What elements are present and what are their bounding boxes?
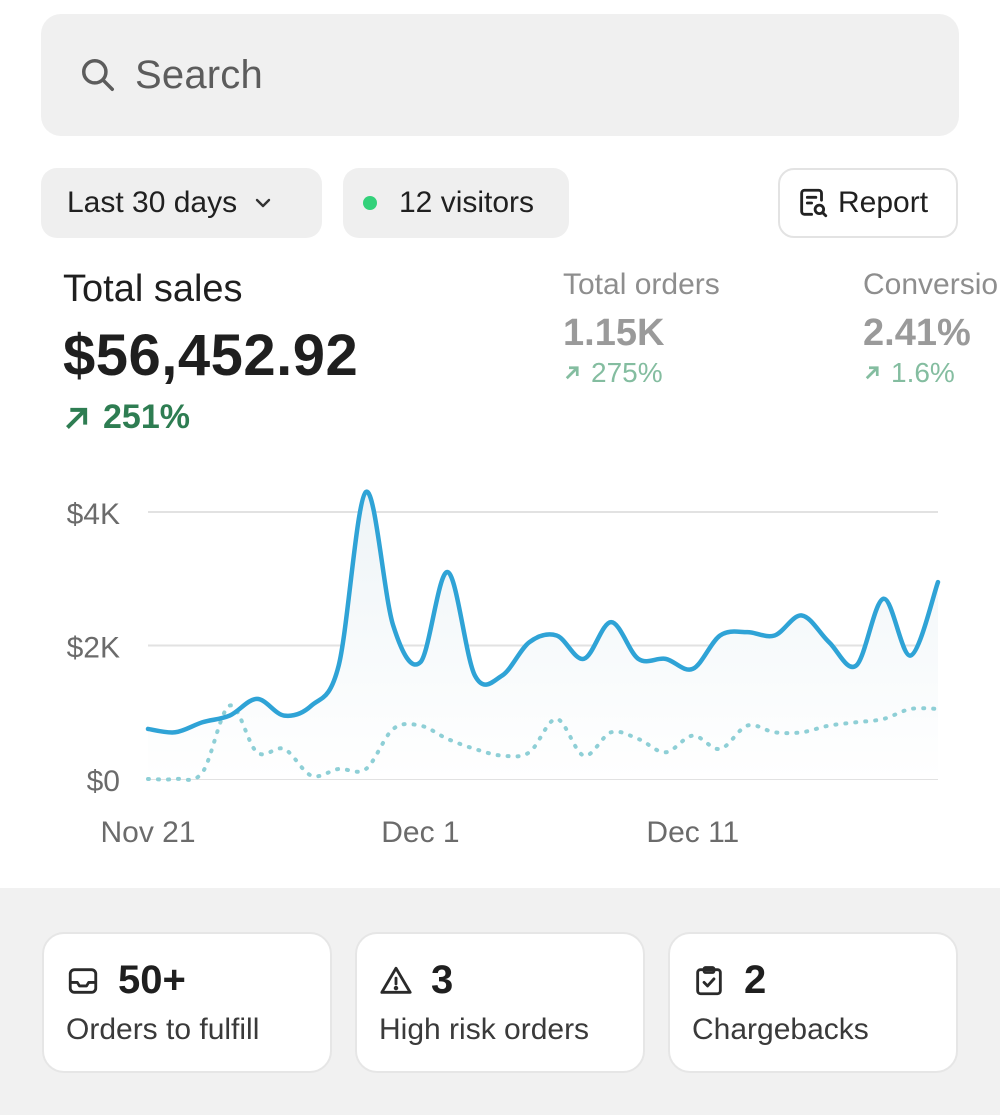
arrow-up-right-icon [565, 366, 579, 380]
conversion-change-value: 1.6% [891, 357, 955, 388]
date-range-label: Last 30 days [67, 186, 238, 219]
visitors-label: 12 visitors [399, 186, 535, 219]
comparison-series-line [146, 703, 940, 782]
total-sales-change: 251% [63, 398, 190, 437]
conversion-change: 1.6% [863, 357, 998, 389]
report-label: Report [838, 186, 929, 219]
orders-to-fulfill-card[interactable]: 50+ Orders to fulfill [42, 932, 332, 1073]
total-sales-change-value: 251% [103, 398, 190, 436]
warning-icon [380, 966, 412, 994]
total-sales-value: $56,452.92 [63, 323, 359, 388]
total-orders-title: Total orders [563, 268, 720, 301]
live-visitors-button[interactable]: 12 visitors [343, 168, 569, 238]
x-tick-label: Dec 1 [381, 816, 459, 849]
x-tick-label: Dec 11 [646, 816, 739, 849]
card-label: High risk orders [379, 1013, 590, 1046]
total-orders-value: 1.15K [563, 312, 665, 354]
total-orders-change-value: 275% [591, 357, 663, 388]
total-orders-change: 275% [563, 357, 720, 389]
card-count: 50+ [118, 958, 186, 1002]
live-indicator-dot [363, 196, 377, 210]
conversion-value: 2.41% [863, 312, 971, 354]
report-button[interactable]: Report [778, 168, 958, 238]
sales-series-line [145, 489, 941, 735]
date-range-dropdown[interactable]: Last 30 days [41, 168, 322, 238]
arrow-up-right-icon [865, 366, 879, 380]
conversion-title: Conversio [863, 268, 999, 301]
conversion-metric[interactable]: Conversio 2.41% 1.6% [863, 268, 998, 389]
card-count: 3 [431, 958, 454, 1002]
x-tick-label: Nov 21 [100, 816, 195, 849]
card-label: Chargebacks [692, 1013, 869, 1046]
search-icon [82, 59, 114, 91]
y-tick-label: $0 [87, 765, 120, 798]
chevron-down-icon [255, 198, 271, 208]
search-input[interactable]: Search [135, 52, 263, 97]
report-icon [800, 188, 828, 218]
card-count: 2 [744, 958, 767, 1002]
inbox-icon [68, 967, 98, 994]
high-risk-orders-card[interactable]: 3 High risk orders [355, 932, 645, 1073]
total-orders-metric[interactable]: Total orders 1.15K 275% [563, 268, 720, 389]
card-label: Orders to fulfill [66, 1013, 260, 1046]
search-bar[interactable]: Search [41, 14, 959, 136]
y-tick-label: $4K [67, 498, 120, 531]
sales-line-chart[interactable]: $4K $2K $0 Nov 21 Dec 1 Dec 11 [0, 470, 1000, 870]
total-sales-title[interactable]: Total sales [63, 268, 243, 310]
arrow-up-right-icon [66, 407, 88, 429]
clipboard-check-icon [696, 965, 722, 995]
chargebacks-card[interactable]: 2 Chargebacks [668, 932, 958, 1073]
y-tick-label: $2K [67, 632, 120, 665]
